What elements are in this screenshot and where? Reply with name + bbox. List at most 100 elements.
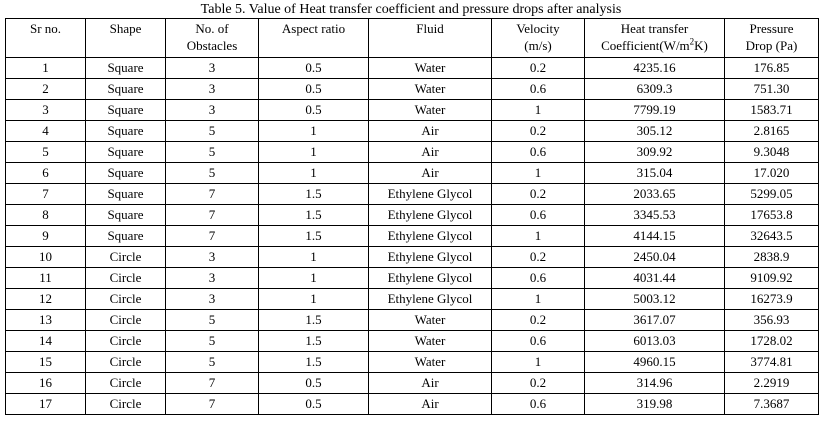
- cell-obstacles: 5: [165, 120, 259, 142]
- table-body: 1 Square 3 0.5 Water 0.2 4235.16 176.85 2 Square 3…: [5, 57, 819, 415]
- cell-obstacles: 5: [165, 141, 259, 163]
- cell-sr-no: 8: [5, 204, 86, 226]
- cell-pressure-drop: 17.020: [724, 162, 819, 184]
- cell-sr-no: 14: [5, 330, 86, 352]
- cell-fluid: Ethylene Glycol: [368, 225, 492, 247]
- header-fluid-label: Fluid: [416, 21, 444, 36]
- cell-pressure-drop: 32643.5: [724, 225, 819, 247]
- cell-shape: Square: [85, 204, 166, 226]
- header-velocity: Velocity (m/s): [491, 18, 585, 58]
- cell-aspect-ratio: 1: [258, 141, 369, 163]
- cell-velocity: 1: [491, 162, 585, 184]
- header-shape-label: Shape: [109, 21, 142, 36]
- cell-obstacles: 5: [165, 162, 259, 184]
- header-heat-transfer-unit-post: K): [694, 38, 708, 53]
- cell-velocity: 0.6: [491, 78, 585, 100]
- cell-shape: Square: [85, 141, 166, 163]
- cell-pressure-drop: 9.3048: [724, 141, 819, 163]
- table-row: 6 Square 5 1 Air 1 315.04 17.020: [5, 162, 819, 184]
- table-row: 1 Square 3 0.5 Water 0.2 4235.16 176.85: [5, 57, 819, 79]
- cell-heat-transfer: 3617.07: [584, 309, 725, 331]
- table-row: 15 Circle 5 1.5 Water 1 4960.15 3774.81: [5, 351, 819, 373]
- cell-obstacles: 3: [165, 288, 259, 310]
- cell-velocity: 0.2: [491, 309, 585, 331]
- cell-fluid: Ethylene Glycol: [368, 183, 492, 205]
- cell-aspect-ratio: 1.5: [258, 183, 369, 205]
- header-velocity-line2: (m/s): [524, 38, 552, 53]
- cell-shape: Circle: [85, 330, 166, 352]
- cell-shape: Circle: [85, 351, 166, 373]
- cell-aspect-ratio: 0.5: [258, 372, 369, 394]
- cell-fluid: Water: [368, 309, 492, 331]
- cell-fluid: Water: [368, 351, 492, 373]
- cell-obstacles: 5: [165, 309, 259, 331]
- header-heat-transfer-line2: Coefficient(W/m2K): [587, 37, 722, 54]
- cell-sr-no: 2: [5, 78, 86, 100]
- cell-fluid: Water: [368, 78, 492, 100]
- cell-aspect-ratio: 0.5: [258, 78, 369, 100]
- cell-obstacles: 7: [165, 204, 259, 226]
- cell-sr-no: 11: [5, 267, 86, 289]
- cell-heat-transfer: 305.12: [584, 120, 725, 142]
- cell-obstacles: 3: [165, 57, 259, 79]
- header-fluid: Fluid: [368, 18, 492, 58]
- cell-aspect-ratio: 0.5: [258, 99, 369, 121]
- header-pressure-drop-line1: Pressure: [749, 21, 794, 36]
- cell-fluid: Ethylene Glycol: [368, 288, 492, 310]
- cell-velocity: 1: [491, 225, 585, 247]
- cell-fluid: Water: [368, 99, 492, 121]
- cell-obstacles: 3: [165, 267, 259, 289]
- cell-shape: Square: [85, 162, 166, 184]
- cell-obstacles: 7: [165, 393, 259, 415]
- table-row: 14 Circle 5 1.5 Water 0.6 6013.03 1728.02: [5, 330, 819, 352]
- cell-velocity: 1: [491, 99, 585, 121]
- cell-fluid: Ethylene Glycol: [368, 204, 492, 226]
- cell-obstacles: 3: [165, 246, 259, 268]
- cell-aspect-ratio: 1.5: [258, 204, 369, 226]
- table-row: 9 Square 7 1.5 Ethylene Glycol 1 4144.15 32643.…: [5, 225, 819, 247]
- cell-heat-transfer: 7799.19: [584, 99, 725, 121]
- header-row: Sr no. Shape No. of Obstacles Aspect rat…: [5, 18, 819, 58]
- cell-sr-no: 17: [5, 393, 86, 415]
- cell-heat-transfer: 4235.16: [584, 57, 725, 79]
- header-heat-transfer: Heat transfer Coefficient(W/m2K): [584, 18, 725, 58]
- cell-velocity: 0.6: [491, 330, 585, 352]
- cell-heat-transfer: 314.96: [584, 372, 725, 394]
- cell-obstacles: 7: [165, 372, 259, 394]
- cell-pressure-drop: 356.93: [724, 309, 819, 331]
- header-velocity-line1: Velocity: [516, 21, 560, 36]
- cell-pressure-drop: 1728.02: [724, 330, 819, 352]
- table-row: 11 Circle 3 1 Ethylene Glycol 0.6 4031.44 9109.…: [5, 267, 819, 289]
- table-row: 16 Circle 7 0.5 Air 0.2 314.96 2.2919: [5, 372, 819, 394]
- cell-shape: Circle: [85, 267, 166, 289]
- cell-aspect-ratio: 1.5: [258, 309, 369, 331]
- table-row: 10 Circle 3 1 Ethylene Glycol 0.2 2450.04 2838.…: [5, 246, 819, 268]
- cell-aspect-ratio: 1.5: [258, 330, 369, 352]
- cell-pressure-drop: 176.85: [724, 57, 819, 79]
- cell-sr-no: 9: [5, 225, 86, 247]
- header-heat-transfer-unit-pre: Coefficient(W/m: [601, 38, 690, 53]
- cell-obstacles: 7: [165, 225, 259, 247]
- header-aspect-ratio-label: Aspect ratio: [281, 21, 346, 36]
- cell-sr-no: 4: [5, 120, 86, 142]
- table-row: 3 Square 3 0.5 Water 1 7799.19 1583.71: [5, 99, 819, 121]
- cell-sr-no: 5: [5, 141, 86, 163]
- table-row: 4 Square 5 1 Air 0.2 305.12 2.8165: [5, 120, 819, 142]
- cell-aspect-ratio: 1: [258, 267, 369, 289]
- cell-fluid: Air: [368, 141, 492, 163]
- cell-shape: Circle: [85, 288, 166, 310]
- cell-aspect-ratio: 0.5: [258, 57, 369, 79]
- cell-shape: Square: [85, 183, 166, 205]
- cell-velocity: 1: [491, 351, 585, 373]
- cell-pressure-drop: 2838.9: [724, 246, 819, 268]
- cell-sr-no: 15: [5, 351, 86, 373]
- cell-sr-no: 13: [5, 309, 86, 331]
- cell-sr-no: 3: [5, 99, 86, 121]
- cell-pressure-drop: 9109.92: [724, 267, 819, 289]
- cell-pressure-drop: 751.30: [724, 78, 819, 100]
- cell-shape: Circle: [85, 393, 166, 415]
- header-pressure-drop: Pressure Drop (Pa): [724, 18, 819, 58]
- cell-sr-no: 6: [5, 162, 86, 184]
- cell-heat-transfer: 3345.53: [584, 204, 725, 226]
- cell-obstacles: 3: [165, 99, 259, 121]
